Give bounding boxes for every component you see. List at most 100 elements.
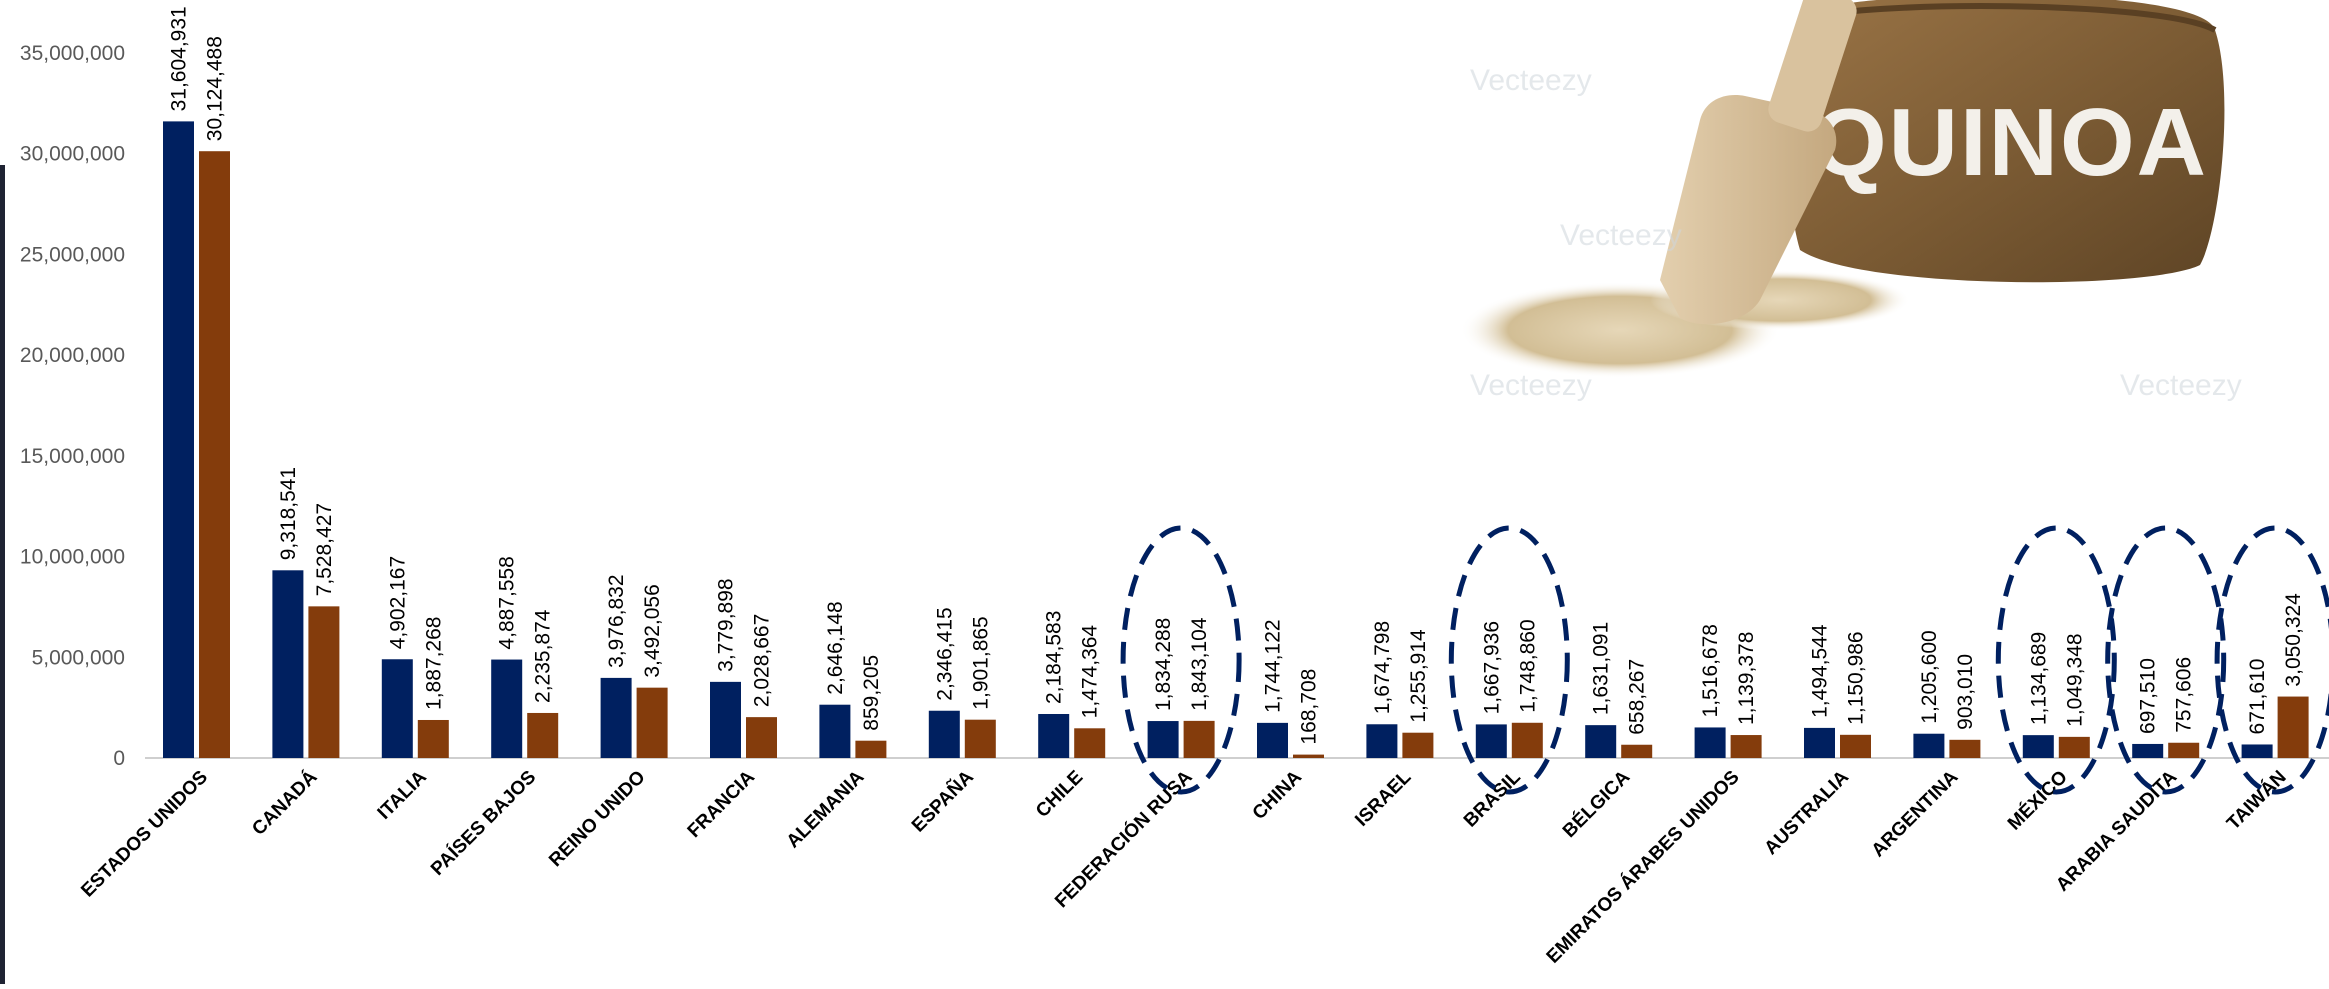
data-label: 1,744,122 [1262, 619, 1285, 712]
bar [2058, 736, 2090, 758]
bar [491, 659, 523, 758]
data-label: 1,631,091 [1590, 622, 1613, 715]
data-label: 1,516,678 [1699, 624, 1722, 717]
data-label: 1,049,348 [2063, 633, 2086, 726]
bar [1293, 754, 1324, 758]
category-label: ALEMANIA [783, 766, 869, 852]
y-tick-label: 35,000,000 [20, 42, 125, 65]
bar [1038, 713, 1070, 758]
data-label: 1,255,914 [1407, 629, 1430, 723]
sack-label: QUINOA [1812, 89, 2208, 196]
bar [964, 719, 996, 758]
bar [1074, 728, 1106, 758]
category-label: CHINA [1249, 766, 1307, 824]
data-label: 1,494,544 [1809, 624, 1832, 718]
data-label: 2,235,874 [532, 609, 555, 703]
bar [381, 659, 413, 758]
bar [1257, 722, 1288, 758]
watermark-text: Vecteezy [2120, 369, 2242, 402]
category-label: CANADÁ [248, 766, 322, 840]
y-tick-label: 25,000,000 [20, 243, 125, 266]
data-label: 2,346,415 [933, 607, 956, 700]
data-label: 697,510 [2137, 658, 2160, 734]
data-label: 859,205 [860, 655, 883, 731]
data-label: 903,010 [1954, 654, 1977, 730]
data-label: 671,610 [2246, 659, 2269, 735]
bar [417, 719, 449, 758]
highlight-ellipse [2214, 525, 2329, 795]
data-label: 3,779,898 [715, 578, 738, 671]
bar [1621, 744, 1653, 758]
data-label: 1,134,689 [2027, 632, 2050, 725]
y-tick-label: 20,000,000 [20, 344, 125, 367]
category-label: MÉXICO [2003, 766, 2072, 835]
data-label: 2,028,667 [751, 614, 774, 707]
data-label: 1,843,104 [1188, 617, 1211, 711]
y-tick-label: 5,000,000 [32, 646, 125, 669]
category-label: REINO UNIDO [545, 767, 649, 871]
bar [2132, 743, 2164, 758]
category-label: BÉLGICA [1558, 766, 1634, 842]
bar [2168, 742, 2200, 758]
bar [928, 710, 960, 758]
category-label: TAIWÁN [2222, 766, 2290, 834]
data-label: 1,139,378 [1735, 632, 1758, 725]
data-label: 30,124,488 [204, 36, 227, 141]
data-label: 1,748,860 [1516, 619, 1539, 712]
category-label: CHILE [1032, 767, 1087, 822]
category-label: AUSTRALIA [1761, 766, 1854, 859]
bar [199, 151, 230, 759]
bar [1913, 733, 1945, 758]
highlight-ellipse [1120, 525, 1242, 795]
bar [272, 570, 304, 758]
data-label: 1,150,986 [1845, 631, 1868, 724]
category-label: ARGENTINA [1868, 766, 1963, 861]
bar [819, 704, 851, 758]
bar [308, 606, 340, 758]
data-label: 1,474,364 [1079, 625, 1102, 719]
sack-text: QUINOA [1812, 89, 2208, 196]
bar [2241, 744, 2273, 758]
category-label: PAÍSES BAJOS [426, 766, 540, 880]
bars [163, 121, 2309, 759]
bar [1694, 727, 1726, 758]
highlight-ellipse [1995, 525, 2117, 795]
category-label: ESTADOS UNIDOS [77, 767, 212, 902]
y-tick-label: 15,000,000 [20, 445, 125, 468]
bar [1147, 721, 1179, 758]
bar [1840, 734, 1871, 758]
bar [746, 717, 777, 758]
data-label: 4,887,558 [496, 556, 519, 649]
data-label: 658,267 [1626, 659, 1649, 735]
category-label: BRASIL [1460, 766, 1525, 831]
data-label: 1,674,798 [1371, 621, 1394, 714]
y-tick-label: 0 [113, 747, 125, 770]
data-label: 9,318,541 [277, 467, 300, 560]
data-label: 3,492,056 [641, 584, 664, 677]
data-label: 1,667,936 [1480, 621, 1503, 714]
data-label: 1,205,600 [1918, 630, 1941, 723]
bar [1804, 727, 1835, 758]
category-label: ESPAÑA [907, 766, 978, 837]
bar [600, 677, 632, 758]
bar [2277, 696, 2309, 758]
quinoa-sack-icon: QUINOA Vecteezy Vecteezy Vecteezy Vectee… [1460, 0, 2242, 402]
category-label: ISRAEL [1351, 766, 1415, 830]
bar [855, 740, 887, 758]
category-label: ITALIA [374, 766, 431, 823]
bar [527, 712, 559, 758]
watermark-text: Vecteezy [1470, 369, 1592, 402]
bar [1585, 725, 1617, 758]
data-label: 2,646,148 [824, 601, 847, 694]
watermark-text: Vecteezy [1560, 219, 1682, 252]
data-label: 1,887,268 [422, 617, 445, 710]
data-label: 31,604,931 [168, 6, 191, 111]
bar [163, 121, 194, 758]
y-tick-label: 30,000,000 [20, 143, 125, 166]
highlight-ellipses [1120, 525, 2329, 795]
y-tick-label: 10,000,000 [20, 546, 125, 569]
bar [1366, 724, 1398, 758]
left-border [0, 165, 5, 984]
